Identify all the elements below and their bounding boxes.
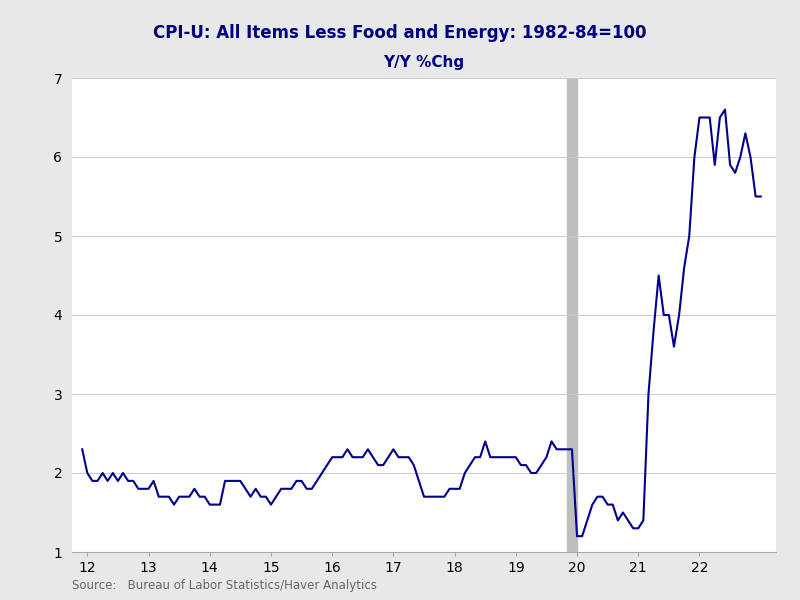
Bar bbox=[566, 78, 577, 552]
Title: Y/Y %Chg: Y/Y %Chg bbox=[383, 55, 465, 70]
Text: CPI-U: All Items Less Food and Energy: 1982-84=100: CPI-U: All Items Less Food and Energy: 1… bbox=[154, 24, 646, 42]
Text: Source:   Bureau of Labor Statistics/Haver Analytics: Source: Bureau of Labor Statistics/Haver… bbox=[72, 578, 377, 592]
